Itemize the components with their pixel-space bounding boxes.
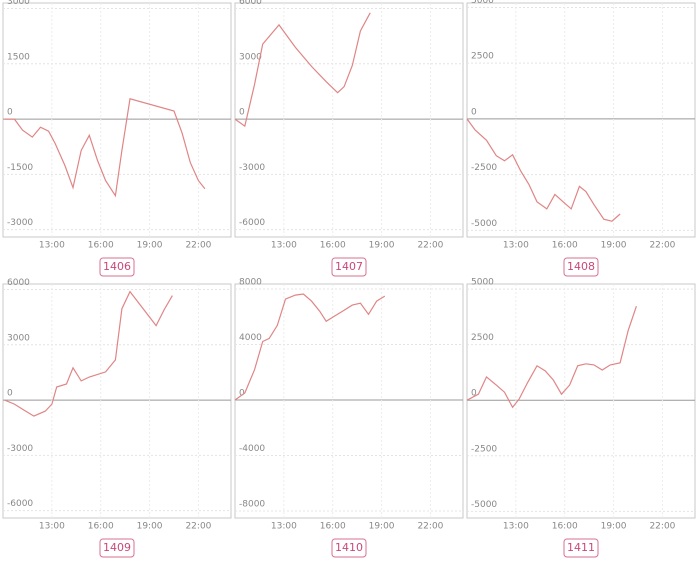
- y-tick-label: 2500: [471, 52, 494, 62]
- x-tick-label: 22:00: [185, 241, 211, 251]
- data-line: [234, 12, 371, 128]
- x-tick-label: 22:00: [185, 522, 211, 532]
- title-box: [331, 257, 367, 277]
- y-tick-label: 0: [471, 389, 477, 399]
- x-tick-label: 22:00: [649, 241, 675, 251]
- data-line: [466, 118, 621, 222]
- x-tick-label: 19:00: [369, 241, 395, 251]
- x-tick-label: 16:00: [320, 241, 346, 251]
- x-tick-label: 22:00: [649, 522, 675, 532]
- y-tick-label: -3000: [239, 163, 265, 173]
- chart-title: 1409: [103, 541, 131, 554]
- y-tick-label: -4000: [239, 444, 265, 454]
- y-tick-label: 0: [239, 108, 245, 118]
- x-tick-label: 13:00: [271, 241, 297, 251]
- y-tick-label: 0: [7, 389, 13, 399]
- y-tick-label: 2500: [471, 333, 494, 343]
- plot-frame: [2, 2, 232, 238]
- chart-title: 1407: [335, 260, 363, 273]
- x-tick-label: 13:00: [39, 522, 65, 532]
- y-tick-label: 3000: [239, 52, 262, 62]
- plot-frame: [466, 283, 696, 519]
- y-tick-label: 8000: [239, 277, 262, 287]
- x-tick-label: 13:00: [503, 522, 529, 532]
- y-tick-label: -1500: [7, 163, 33, 173]
- y-tick-label: -6000: [7, 499, 33, 509]
- data-line: [234, 293, 386, 401]
- x-tick-label: 16:00: [320, 522, 346, 532]
- data-line: [466, 306, 637, 409]
- y-tick-label: 0: [471, 107, 477, 117]
- y-tick-label: 5000: [471, 278, 494, 288]
- title-box: [99, 538, 135, 558]
- y-tick-label: -2500: [471, 444, 497, 454]
- y-tick-label: -5000: [471, 500, 497, 510]
- y-tick-label: 0: [7, 108, 13, 118]
- plot-frame: [466, 2, 696, 238]
- x-tick-label: 19:00: [601, 522, 627, 532]
- y-tick-label: -5000: [471, 219, 497, 229]
- x-tick-label: 19:00: [137, 522, 163, 532]
- y-tick-label: 5000: [471, 0, 494, 6]
- title-box: [99, 257, 135, 277]
- x-tick-label: 16:00: [552, 522, 578, 532]
- y-tick-label: 4000: [239, 333, 262, 343]
- y-tick-label: -3000: [7, 444, 33, 454]
- x-tick-label: 19:00: [369, 522, 395, 532]
- title-box: [331, 538, 367, 558]
- x-tick-label: 13:00: [503, 241, 529, 251]
- chart-title: 1408: [567, 260, 595, 273]
- y-tick-label: -3000: [7, 218, 33, 228]
- y-tick-label: 6000: [7, 278, 30, 288]
- x-tick-label: 19:00: [137, 241, 163, 251]
- y-tick-label: -2500: [471, 163, 497, 173]
- chart-title: 1411: [567, 541, 595, 554]
- data-line: [4, 98, 206, 198]
- x-tick-label: 13:00: [39, 241, 65, 251]
- x-tick-label: 16:00: [552, 241, 578, 251]
- chart-title: 1406: [103, 260, 131, 273]
- y-tick-label: 3000: [7, 0, 30, 7]
- data-line: [4, 290, 173, 417]
- chart-title: 1410: [335, 541, 363, 554]
- plot-frame: [2, 283, 232, 519]
- y-tick-label: -8000: [239, 500, 265, 510]
- y-tick-label: 6000: [239, 0, 262, 7]
- y-tick-label: -6000: [239, 218, 265, 228]
- x-tick-label: 22:00: [417, 241, 443, 251]
- x-tick-label: 19:00: [601, 241, 627, 251]
- plot-frame: [234, 2, 464, 238]
- y-tick-label: 1500: [7, 52, 30, 62]
- x-tick-label: 16:00: [88, 522, 114, 532]
- title-box: [563, 257, 599, 277]
- y-tick-label: 0: [239, 389, 245, 399]
- x-tick-label: 16:00: [88, 241, 114, 251]
- plot-frame: [234, 283, 464, 519]
- x-tick-label: 22:00: [417, 522, 443, 532]
- x-tick-label: 13:00: [271, 522, 297, 532]
- y-tick-label: 3000: [7, 333, 30, 343]
- title-box: [563, 538, 599, 558]
